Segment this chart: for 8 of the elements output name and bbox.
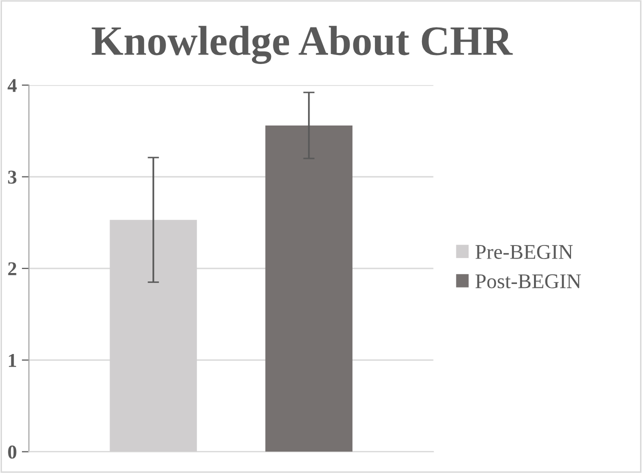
y-tick-label: 2 <box>8 262 16 276</box>
y-tick-label: 3 <box>8 170 16 184</box>
legend-label: Pre-BEGIN <box>475 244 573 259</box>
y-tick-label: 1 <box>8 354 16 367</box>
y-tick-label: 0 <box>8 446 16 459</box>
y-tick-label: 4 <box>8 79 17 92</box>
chart-title: Knowledge About CHR <box>92 26 513 64</box>
legend-label: Post-BEGIN <box>475 274 581 288</box>
